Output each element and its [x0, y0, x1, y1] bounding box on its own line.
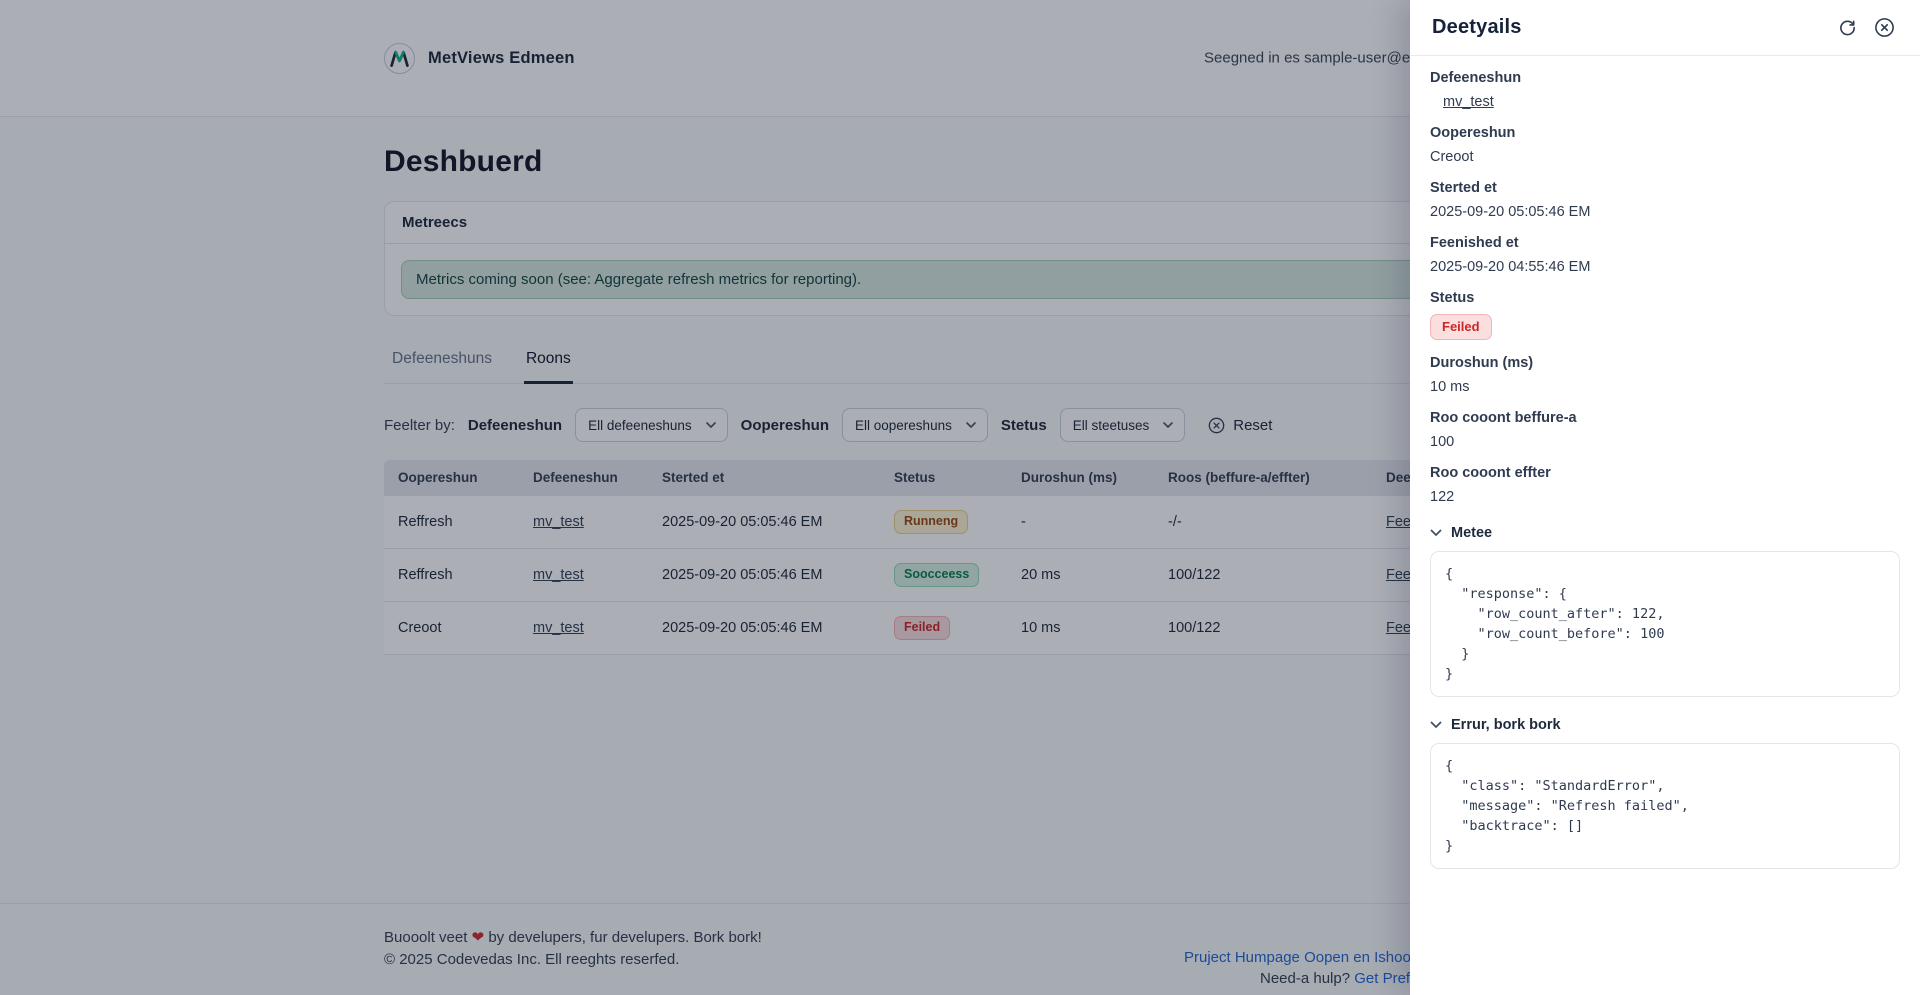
rows-cell: -/-	[1154, 495, 1372, 549]
finished-at-field-value: 2025-09-20 04:55:46 EM	[1430, 259, 1591, 275]
filter-bar: Feelter by: Defeeneshun Ell defeeneshuns…	[384, 408, 1536, 442]
tab-bar: Defeeneshuns Roons	[384, 350, 1536, 384]
details-link[interactable]: Fee	[1386, 567, 1411, 583]
definition-link[interactable]: mv_test	[533, 620, 584, 636]
started-at-field-label: Sterted et	[1430, 180, 1497, 196]
duration-field-label: Duroshun (ms)	[1430, 355, 1534, 372]
definition-link[interactable]: mv_test	[533, 514, 584, 530]
row-count-after-field-value: 122	[1430, 489, 1455, 506]
close-icon	[1875, 18, 1894, 37]
definition-link[interactable]: mv_test	[1443, 94, 1494, 110]
column-header-operation: Oopereshun	[384, 460, 519, 496]
column-header-rows: Roos (beffure-a/effter)	[1154, 460, 1372, 496]
page-title: Deshbuerd	[384, 145, 543, 178]
duration-cell: 20 ms	[1007, 548, 1154, 602]
details-link[interactable]: Fee	[1386, 514, 1411, 530]
rows-cell: 100/122	[1154, 601, 1372, 655]
footer-help-text: Need-a hulp?	[1260, 970, 1351, 987]
duration-cell: -	[1007, 495, 1154, 549]
details-link[interactable]: Fee	[1386, 620, 1411, 636]
metrics-card-title: Metreecs	[385, 202, 1535, 244]
chevron-down-icon	[705, 422, 716, 428]
started-at-cell: 2025-09-20 05:05:46 EM	[648, 495, 880, 549]
error-section-label: Errur, bork bork	[1451, 717, 1561, 734]
chevron-down-icon	[1163, 422, 1174, 428]
column-header-definition: Defeeneshun	[519, 460, 648, 496]
operation-filter-label: Oopereshun	[740, 416, 830, 434]
chevron-down-icon	[966, 422, 976, 428]
rows-cell: 100/122	[1154, 548, 1372, 602]
definition-link[interactable]: mv_test	[533, 567, 584, 583]
reset-button[interactable]: Reset	[1208, 417, 1272, 434]
started-at-cell: 2025-09-20 05:05:46 EM	[648, 601, 880, 655]
column-header-started-at: Sterted et	[648, 460, 880, 496]
duration-cell: 10 ms	[1007, 601, 1154, 655]
brand[interactable]: MetViews Edmeen	[384, 42, 575, 74]
details-panel-header: Deetyails	[1410, 0, 1920, 56]
operation-filter-select[interactable]: Ell oopereshuns	[842, 408, 988, 442]
operation-field-value: Creoot	[1430, 149, 1474, 165]
footer-link-open-issue[interactable]: Oopen en Ishoo	[1304, 949, 1411, 966]
filter-by-label: Feelter by:	[384, 416, 455, 434]
operation-cell: Reffresh	[384, 548, 519, 602]
heart-icon: ❤	[471, 929, 485, 946]
finished-at-field-label: Feenished et	[1430, 235, 1519, 251]
footer-help-link[interactable]: Get Pref	[1354, 970, 1411, 987]
table-row: Reffresh mv_test 2025-09-20 05:05:46 EM …	[384, 495, 1536, 549]
status-filter-label: Stetus	[1000, 416, 1047, 434]
error-json-content: { "class": "StandardError", "message": "…	[1445, 758, 1689, 855]
operation-field-label: Oopereshun	[1430, 125, 1516, 141]
meta-section-toggle[interactable]: Metee	[1430, 525, 1900, 541]
definition-filter-value: Ell defeeneshuns	[588, 417, 692, 433]
brand-name: MetViews Edmeen	[428, 48, 575, 67]
tab-runs[interactable]: Roons	[523, 350, 573, 384]
status-badge: Runneng	[894, 510, 969, 534]
status-filter-value: Ell steetuses	[1072, 417, 1150, 433]
meta-json-block: { "response": { "row_count_after": 122, …	[1430, 551, 1900, 698]
footer-link-project-homepage[interactable]: Pruject Humpage	[1184, 949, 1300, 966]
runs-table: Oopereshun Defeeneshun Sterted et Stetus…	[384, 460, 1536, 655]
row-count-before-field-label: Roo cooont beffure-a	[1430, 410, 1577, 427]
footer-copyright: © 2025 Codevedas Inc. Ell reeghts reserf…	[384, 950, 680, 968]
chevron-down-icon	[1430, 529, 1442, 537]
column-header-status: Stetus	[880, 460, 1007, 496]
footer-made-with: Buooolt veet ❤ by develupers, fur develu…	[384, 929, 762, 946]
main-content: Deshbuerd Metreecs Metrics coming soon (…	[384, 145, 1536, 655]
row-count-before-field-value: 100	[1430, 434, 1455, 451]
column-header-duration: Duroshun (ms)	[1007, 460, 1154, 496]
status-badge: Soocceess	[894, 563, 980, 587]
status-field-label: Stetus	[1430, 290, 1475, 306]
close-panel-button[interactable]	[1871, 14, 1898, 41]
metrics-notice: Metrics coming soon (see: Aggregate refr…	[401, 260, 1519, 299]
meta-section-label: Metee	[1451, 525, 1493, 542]
details-panel-body: Defeeneshun mv_test Oopereshun Creoot St…	[1410, 56, 1920, 889]
meta-json-content: { "response": { "row_count_after": 122, …	[1445, 566, 1665, 683]
chevron-down-icon	[1430, 721, 1442, 729]
signed-in-text: Seegned in es sample-user@e	[1204, 49, 1411, 67]
metviews-logo-icon	[384, 42, 415, 74]
error-json-block: { "class": "StandardError", "message": "…	[1430, 743, 1900, 870]
definition-filter-select[interactable]: Ell defeeneshuns	[575, 408, 728, 442]
definition-filter-label: Defeeneshun	[467, 416, 563, 434]
status-badge: Feiled	[1430, 314, 1492, 341]
error-section-toggle[interactable]: Errur, bork bork	[1430, 717, 1900, 733]
operation-filter-value: Ell oopereshuns	[855, 417, 952, 433]
started-at-field-value: 2025-09-20 05:05:46 EM	[1430, 204, 1591, 220]
refresh-icon	[1840, 20, 1855, 36]
status-badge: Feiled	[894, 616, 951, 640]
metrics-card: Metreecs Metrics coming soon (see: Aggre…	[384, 201, 1536, 316]
row-count-after-field-label: Roo cooont effter	[1430, 465, 1551, 482]
details-panel: Deetyails Defeeneshun mv_test Oopereshun…	[1410, 0, 1920, 995]
definition-field-label: Defeeneshun	[1430, 70, 1522, 86]
started-at-cell: 2025-09-20 05:05:46 EM	[648, 548, 880, 602]
details-panel-title: Deetyails	[1432, 16, 1522, 38]
status-filter-select[interactable]: Ell steetuses	[1059, 408, 1186, 442]
tab-definitions[interactable]: Defeeneshuns	[392, 350, 492, 367]
reset-icon	[1208, 417, 1225, 433]
operation-cell: Reffresh	[384, 495, 519, 549]
reset-label: Reset	[1233, 416, 1273, 434]
refresh-button[interactable]	[1835, 15, 1860, 40]
duration-field-value: 10 ms	[1430, 379, 1470, 396]
operation-cell: Creoot	[384, 601, 519, 655]
